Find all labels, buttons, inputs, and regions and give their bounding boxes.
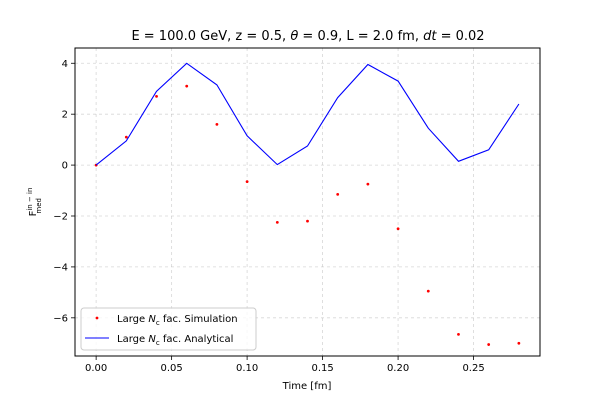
- y-tick-label: 0: [62, 161, 68, 172]
- data-point-simulation: [517, 341, 521, 345]
- data-point-simulation: [124, 135, 128, 139]
- y-tick-label: −6: [53, 313, 68, 324]
- legend: Large Nc fac. Simulation Large Nc fac. A…: [80, 307, 257, 351]
- legend-label-analytical: Large Nc fac. Analytical: [117, 334, 233, 347]
- y-tick-label: 4: [62, 59, 68, 70]
- data-point-simulation: [366, 182, 370, 186]
- y-tick-label: 2: [62, 110, 68, 121]
- x-tick-label: 0.25: [462, 363, 484, 374]
- data-point-simulation: [457, 332, 460, 336]
- data-point-simulation: [155, 94, 158, 98]
- plot-area-frame: [74, 47, 541, 357]
- x-axis-label: Time [fm]: [282, 381, 332, 392]
- data-point-simulation: [396, 227, 400, 231]
- data-point-simulation: [215, 122, 219, 126]
- chart-title: E = 100.0 GeV, z = 0.5, θ = 0.9, L = 2.0…: [131, 29, 484, 44]
- x-tick-label: 0.05: [160, 363, 182, 374]
- legend-label-simulation: Large Nc fac. Simulation: [117, 314, 238, 327]
- legend-box: [80, 307, 257, 351]
- data-point-simulation: [245, 180, 249, 184]
- axis-ticks: 0.00 0.05 0.10 0.15 0.20 0.25 −6 −4 −2 0 2 4: [53, 59, 484, 374]
- series-line-analytical: [95, 62, 520, 166]
- data-point-simulation: [426, 289, 430, 293]
- data-point-simulation: [275, 220, 279, 224]
- legend-marker-simulation: [95, 316, 99, 320]
- x-tick-label: 0.10: [236, 363, 258, 374]
- y-tick-label: −2: [53, 212, 68, 223]
- data-point-simulation: [306, 219, 309, 223]
- data-point-simulation: [487, 343, 491, 346]
- x-tick-label: 0.15: [311, 363, 333, 374]
- y-axis-label: Fin − inmed: [26, 188, 43, 217]
- data-point-simulation: [185, 84, 189, 88]
- data-point-simulation: [336, 192, 340, 196]
- plot-series: [94, 62, 521, 346]
- y-tick-label: −4: [53, 262, 68, 273]
- x-tick-label: 0.00: [85, 363, 107, 374]
- x-tick-label: 0.20: [387, 363, 409, 374]
